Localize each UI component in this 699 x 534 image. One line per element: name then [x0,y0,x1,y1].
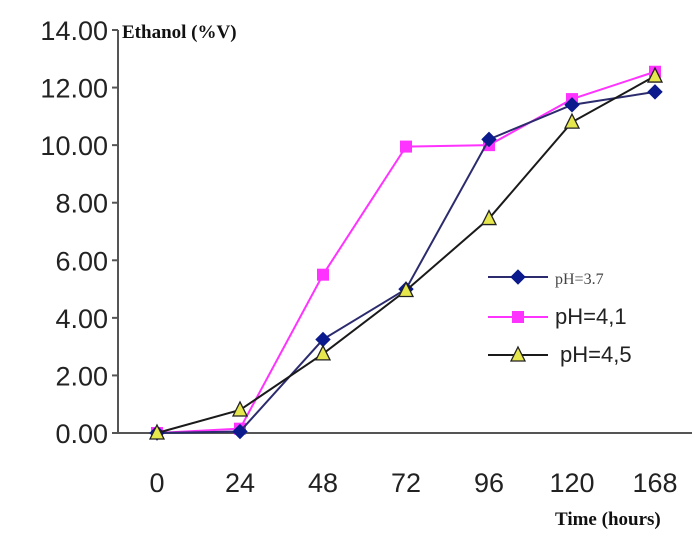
y-tick-label: 8.00 [55,189,108,219]
legend-label: pH=4,5 [560,342,632,367]
axes [112,29,692,434]
data-point [563,112,581,129]
data-point [148,423,166,440]
legend-item: pH=4,5 [488,342,632,367]
data-point [231,400,249,417]
legend-item: pH=4,1 [488,304,627,329]
data-point [564,97,580,113]
x-tick-label: 0 [149,468,164,498]
x-tick-label: 48 [308,468,338,498]
series-2 [151,65,661,439]
legend-marker [509,345,527,362]
data-point [481,131,497,148]
y-tick-label: 6.00 [55,246,108,276]
legend-marker [512,311,524,323]
legend-label: pH=3.7 [555,271,604,288]
y-tick-label: 2.00 [55,361,108,391]
y-tick-label: 4.00 [55,304,108,334]
x-tick-labels: 0 24 48 72 96 120 168 [149,468,677,498]
x-tick-label: 120 [549,468,594,498]
y-axis-title: Ethanol (%V) [122,22,237,43]
legend-item: pH=3.7 [488,269,604,288]
x-tick-label: 72 [391,468,421,498]
data-point [647,84,663,100]
y-tick-label: 14.00 [40,16,108,46]
data-point [480,209,498,226]
series-group [148,65,664,441]
y-tick-label: 0.00 [55,419,108,449]
y-tick-labels: 0.00 2.00 4.00 6.00 8.00 10.00 12.00 14.00 [40,16,108,449]
legend-label: pH=4,1 [555,304,627,329]
legend-marker [510,269,526,285]
x-axis-title: Time (hours) [555,509,661,530]
data-point [400,140,412,153]
x-tick-label: 24 [225,468,255,498]
series-line [156,75,656,434]
series-line [156,70,656,434]
data-point [646,66,664,83]
series-1 [149,84,663,441]
series-3 [148,66,664,440]
data-point [317,268,329,281]
data-point [232,423,248,440]
y-tick-label: 10.00 [40,131,108,161]
x-tick-label: 96 [474,468,504,498]
x-tick-label: 168 [632,468,677,498]
data-point [397,281,415,298]
data-point [314,344,332,361]
legend: pH=3.7 pH=4,1 pH=4,5 [488,269,632,367]
y-tick-label: 12.00 [40,74,108,104]
